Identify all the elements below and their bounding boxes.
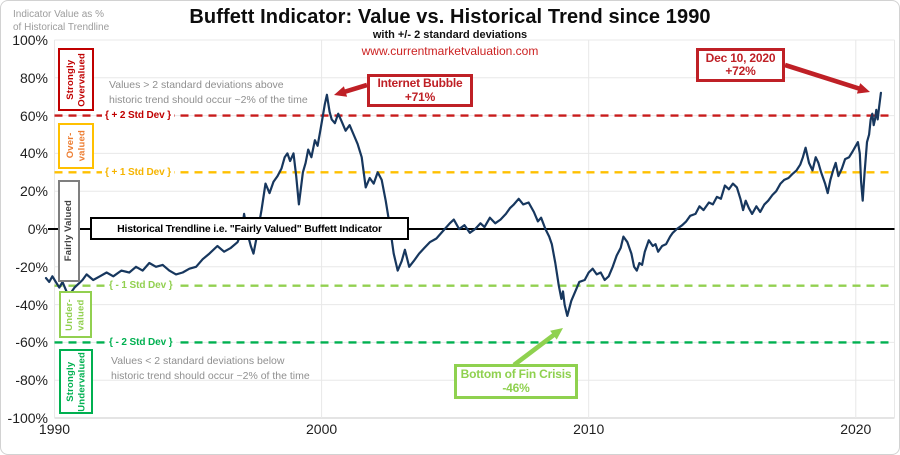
y-axis-caption: Indicator Value as % of Historical Trend… bbox=[13, 9, 110, 33]
annotation-text: Dec 10, 2020 bbox=[705, 50, 776, 65]
chart-subtitle: with +/- 2 standard deviations bbox=[372, 29, 528, 41]
zone-label-strongly-overvalued: Strongly Overvalued bbox=[64, 52, 87, 107]
std-dev-label: { + 2 Std Dev } bbox=[102, 108, 175, 124]
y-tick-label: -60% bbox=[15, 334, 48, 351]
y-tick-label: 80% bbox=[19, 69, 48, 86]
y-tick-label: -40% bbox=[15, 296, 48, 313]
y-tick-label: -80% bbox=[15, 372, 48, 389]
zone-box-undervalued: Under- valued bbox=[59, 291, 92, 338]
annotation-arrow bbox=[784, 62, 863, 92]
annotation-arrowhead bbox=[856, 83, 870, 94]
annotation-arrow bbox=[512, 331, 558, 367]
source-url-link[interactable]: www.currentmarketvaluation.com bbox=[361, 44, 539, 58]
annotation-text: +72% bbox=[725, 64, 756, 78]
annotation-text: +71% bbox=[404, 89, 436, 104]
zone-label-strongly-undervalued: Strongly Undervalued bbox=[64, 351, 87, 412]
note-below-2-std-dev: Values < 2 standard deviations below his… bbox=[111, 355, 310, 382]
annotation-text: -46% bbox=[502, 380, 530, 395]
y-tick-label: 60% bbox=[19, 107, 48, 124]
x-tick-label: 2020 bbox=[840, 421, 872, 437]
zone-label-fairly-valued: Fairly Valued bbox=[63, 200, 75, 262]
annotation-text: Internet Bubble bbox=[377, 76, 463, 90]
std-dev-label: { - 1 Std Dev } bbox=[106, 278, 176, 294]
annotation-arrow bbox=[341, 82, 368, 95]
annotation-arrowhead bbox=[334, 86, 348, 97]
zone-box-fairly-valued: Fairly Valued bbox=[58, 180, 80, 282]
y-tick-label: -100% bbox=[7, 410, 48, 426]
std-dev-label: { - 2 Std Dev } bbox=[106, 334, 176, 350]
zone-box-strongly-overvalued: Strongly Overvalued bbox=[58, 48, 94, 111]
annotation-text: Bottom of Fin Crisis bbox=[460, 367, 572, 381]
zone-label-undervalued: Under- valued bbox=[64, 298, 87, 331]
std-dev-label: { + 1 Std Dev } bbox=[102, 164, 175, 180]
historical-trendline-label: Historical Trendline i.e. "Fairly Valued… bbox=[90, 217, 409, 240]
x-tick-label: 2000 bbox=[306, 421, 338, 437]
zone-label-overvalued: Over- valued bbox=[64, 130, 87, 162]
annotation-dec-2020: Dec 10, 2020 +72% bbox=[696, 48, 785, 82]
annotation-arrowhead bbox=[550, 328, 563, 340]
annotation-fin-crisis: Bottom of Fin Crisis -46% bbox=[454, 364, 578, 399]
zone-box-overvalued: Over- valued bbox=[58, 123, 94, 169]
x-tick-label: 2010 bbox=[573, 421, 605, 437]
y-tick-label: 100% bbox=[12, 32, 48, 48]
zone-box-strongly-undervalued: Strongly Undervalued bbox=[59, 349, 93, 414]
y-tick-label: 20% bbox=[19, 183, 48, 200]
y-tick-label: -20% bbox=[15, 258, 48, 275]
y-tick-label: 40% bbox=[19, 145, 48, 162]
y-tick-label: 0% bbox=[27, 221, 48, 237]
annotation-internet-bubble: Internet Bubble +71% bbox=[367, 74, 473, 107]
note-above-2-std-dev: Values > 2 standard deviations above his… bbox=[109, 79, 308, 106]
x-tick-label: 1990 bbox=[38, 421, 71, 437]
chart-title: Buffett Indicator: Value vs. Historical … bbox=[189, 6, 711, 28]
